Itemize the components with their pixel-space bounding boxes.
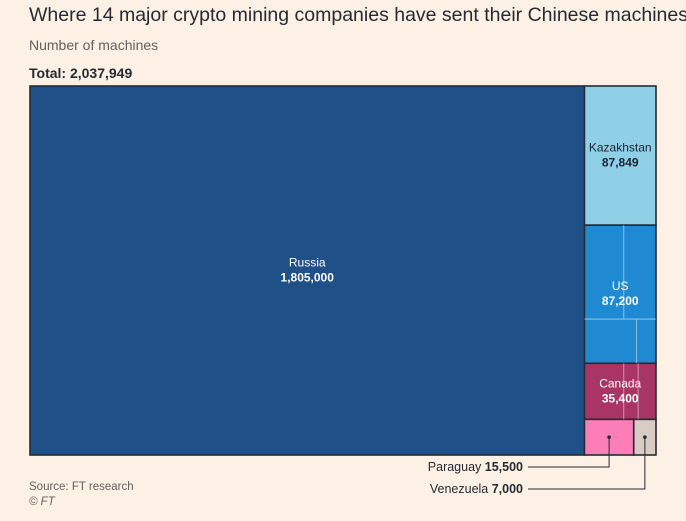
chart-title: Where 14 major crypto mining companies h…	[29, 4, 686, 26]
block-us	[583, 224, 657, 365]
treemap-blocks	[29, 85, 657, 456]
block-russia	[29, 85, 586, 456]
block-label-canada: Canada	[599, 376, 641, 390]
block-label-russia: Russia	[289, 256, 326, 270]
block-value-russia: 1,805,000	[281, 271, 335, 285]
callout-label-venezuela: Venezuela 7,000	[430, 482, 523, 496]
callout-line-venezuela	[528, 437, 646, 490]
callout-label-paraguay: Paraguay 15,500	[428, 460, 523, 474]
block-value-us: 87,200	[602, 294, 639, 308]
copyright-note: © FT	[29, 496, 55, 508]
block-label-us: US	[612, 279, 629, 293]
block-label-kazakhstan: Kazakhstan	[589, 141, 652, 155]
subdivision-lines	[584, 225, 656, 420]
source-note: Source: FT research	[29, 481, 134, 493]
total-label: Total: 2,037,949	[29, 65, 133, 81]
block-canada	[583, 362, 657, 421]
chart-subtitle: Number of machines	[29, 37, 159, 53]
block-value-canada: 35,400	[602, 391, 639, 405]
callout-line-paraguay	[528, 437, 610, 468]
block-value-kazakhstan: 87,849	[602, 156, 639, 170]
